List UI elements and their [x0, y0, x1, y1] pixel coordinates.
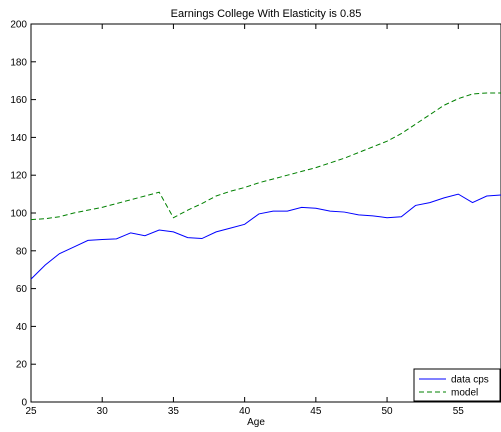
- x-tick-label: 50: [381, 406, 393, 417]
- legend-label: data cps: [451, 375, 489, 386]
- x-tick-label: 25: [25, 406, 37, 417]
- y-tick-label: 20: [16, 360, 28, 371]
- x-axis-label: Age: [247, 417, 265, 427]
- series-line-data-cps: [30, 193, 501, 280]
- y-tick-label: 140: [10, 133, 27, 144]
- y-tick-label: 100: [10, 209, 27, 220]
- y-tick-label: 0: [21, 398, 27, 409]
- y-tick-label: 40: [16, 322, 28, 333]
- y-tick-label: 180: [10, 57, 27, 68]
- x-tick-label: 55: [453, 406, 465, 417]
- x-tick-label: 30: [97, 406, 109, 417]
- x-tick-label: 40: [239, 406, 251, 417]
- y-tick-label: 200: [10, 20, 27, 31]
- y-tick-label: 60: [16, 284, 28, 295]
- legend-label: model: [451, 388, 478, 399]
- y-tick-label: 120: [10, 171, 27, 182]
- y-tick-label: 160: [10, 95, 27, 106]
- chart-title: Earnings College With Elasticity is 0.85: [171, 8, 362, 20]
- x-tick-label: 35: [168, 406, 180, 417]
- x-tick-label: 45: [310, 406, 322, 417]
- series-line-model: [30, 92, 501, 221]
- legend-box: [413, 368, 501, 402]
- y-tick-label: 80: [16, 246, 28, 257]
